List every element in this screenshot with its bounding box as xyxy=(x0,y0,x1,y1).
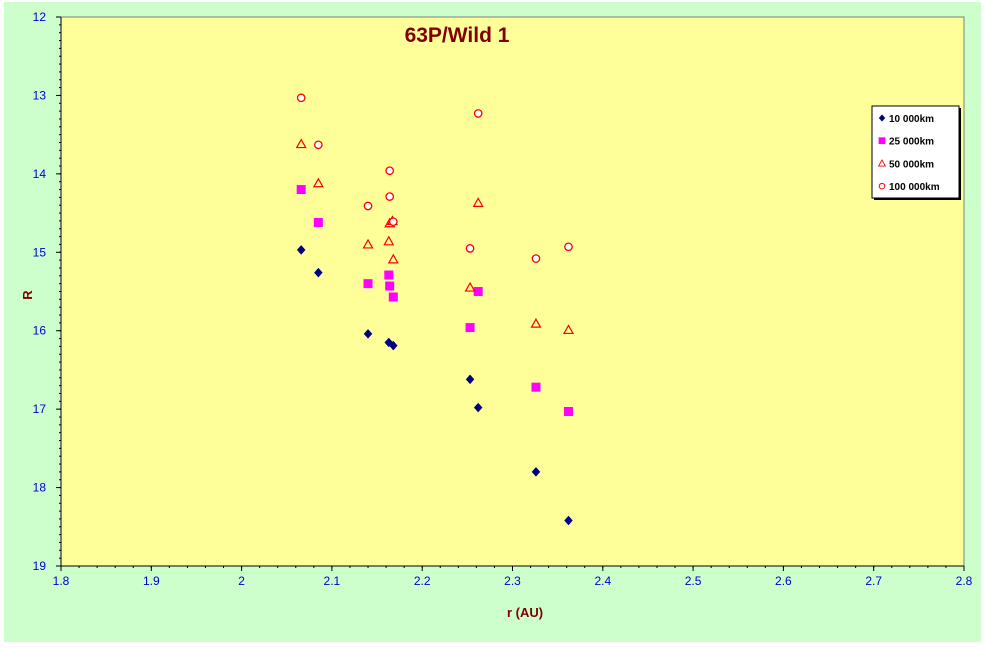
chart-title: 63P/Wild 1 xyxy=(405,24,510,47)
x-tick-label: 2.3 xyxy=(504,574,521,588)
data-point-series-3 xyxy=(295,138,307,149)
data-point-series-2 xyxy=(296,185,306,195)
data-point-series-1 xyxy=(314,267,323,278)
legend-marker-4 xyxy=(878,182,886,190)
x-tick-label: 2.6 xyxy=(775,574,792,588)
y-tick-label: 18 xyxy=(33,481,47,495)
data-point-series-3 xyxy=(530,317,542,328)
data-point-series-2 xyxy=(465,323,475,333)
legend-marker-3 xyxy=(877,159,887,167)
data-point-series-2 xyxy=(385,281,395,291)
legend-label-1: 10 000km xyxy=(889,114,934,125)
data-point-series-3 xyxy=(464,281,476,292)
x-tick-label: 2 xyxy=(238,574,245,588)
data-point-series-3 xyxy=(387,253,399,264)
data-point-series-3 xyxy=(562,324,575,335)
data-point-series-1 xyxy=(564,515,573,526)
y-tick-label: 14 xyxy=(33,167,47,181)
data-point-series-1 xyxy=(363,328,373,339)
legend-label-4: 100 000km xyxy=(889,182,940,193)
data-point-series-3 xyxy=(362,238,374,249)
x-tick-label: 2.4 xyxy=(594,574,611,588)
data-point-series-2 xyxy=(563,406,573,416)
y-tick-label: 19 xyxy=(33,559,47,573)
y-tick-label: 16 xyxy=(33,324,47,338)
data-point-series-4 xyxy=(465,244,475,253)
data-point-series-2 xyxy=(473,287,483,296)
data-point-series-1 xyxy=(473,402,483,413)
data-point-series-1 xyxy=(531,467,541,477)
data-point-series-2 xyxy=(531,382,541,392)
data-point-series-4 xyxy=(385,166,395,176)
x-tick-label: 2.1 xyxy=(324,574,341,588)
legend-marker-2 xyxy=(878,137,886,145)
x-tick-label: 1.8 xyxy=(53,574,70,588)
data-point-series-4 xyxy=(531,254,541,263)
data-point-series-4 xyxy=(363,201,373,211)
data-point-series-4 xyxy=(385,192,395,201)
y-tick-label: 13 xyxy=(33,88,47,102)
x-tick-label: 1.9 xyxy=(143,574,160,588)
y-tick-label: 17 xyxy=(33,402,47,416)
data-point-series-4 xyxy=(296,93,306,103)
data-point-series-2 xyxy=(388,292,398,302)
data-point-series-1 xyxy=(296,245,306,255)
legend-label-2: 25 000km xyxy=(889,137,934,148)
data-point-series-2 xyxy=(363,279,373,289)
data-point-series-4 xyxy=(473,109,483,118)
y-tick-label: 15 xyxy=(33,245,47,259)
y-axis-title: R xyxy=(20,290,35,300)
data-point-series-1 xyxy=(465,374,475,385)
data-point-series-3 xyxy=(472,197,484,207)
data-point-series-4 xyxy=(564,242,573,252)
data-point-series-2 xyxy=(313,217,323,227)
legend-marker-1 xyxy=(878,114,886,122)
data-point-series-3 xyxy=(383,235,395,246)
y-tick-label: 12 xyxy=(33,10,47,24)
legend-label-3: 50 000km xyxy=(889,159,934,170)
data-point-series-4 xyxy=(314,140,323,150)
x-tick-label: 2.8 xyxy=(956,574,973,588)
x-tick-label: 2.5 xyxy=(685,574,702,588)
plot-area xyxy=(60,16,965,567)
data-point-series-2 xyxy=(384,270,394,280)
data-point-series-3 xyxy=(312,177,324,188)
data-point-series-4 xyxy=(388,217,398,227)
x-axis-title: r (AU) xyxy=(507,605,543,620)
x-tick-label: 2.7 xyxy=(865,574,882,588)
data-point-series-1 xyxy=(388,340,398,351)
legend xyxy=(871,105,960,199)
x-tick-label: 2.2 xyxy=(414,574,431,588)
